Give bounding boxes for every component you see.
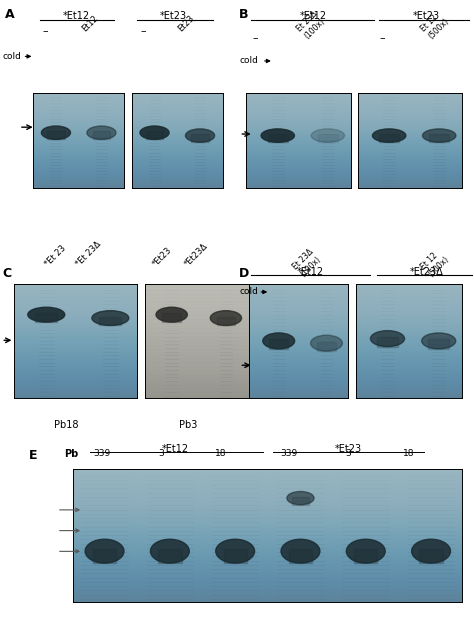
Bar [93,549,116,563]
Text: –: – [252,270,257,280]
Ellipse shape [156,307,187,322]
Bar [191,135,209,143]
Bar [158,549,182,563]
Ellipse shape [311,129,345,143]
Text: Pb: Pb [64,449,78,460]
Text: 3: 3 [158,449,164,458]
Text: Et12: Et12 [81,14,100,33]
Text: D: D [239,267,250,280]
Bar [224,549,247,563]
Text: 18: 18 [403,449,414,458]
Text: *Et12: *Et12 [62,10,90,21]
Text: C: C [3,267,12,280]
Bar [268,135,288,143]
Text: *Et12: *Et12 [297,267,324,277]
Text: 339: 339 [93,449,110,458]
Text: *Et23: *Et23 [151,246,174,268]
Text: Et23: Et23 [176,14,196,33]
Text: Pb18: Pb18 [54,420,79,430]
Text: –: – [380,33,385,43]
Ellipse shape [373,129,406,143]
Bar [377,337,398,347]
Ellipse shape [85,539,124,563]
Ellipse shape [92,310,129,326]
Text: B: B [239,9,249,22]
Ellipse shape [281,539,320,563]
Ellipse shape [411,539,450,563]
Text: *Et23: *Et23 [413,10,440,21]
Bar [429,135,449,143]
Ellipse shape [422,333,456,349]
Text: A: A [5,9,14,22]
Text: *Et23Δ: *Et23Δ [182,242,210,268]
Text: E: E [28,449,37,462]
Bar [217,317,235,326]
Ellipse shape [28,307,65,322]
Ellipse shape [422,129,456,143]
Text: *Et12: *Et12 [162,444,189,454]
Text: 339: 339 [281,449,298,458]
Text: –: – [252,33,257,43]
Text: *Et12: *Et12 [299,10,327,21]
Bar [93,131,110,139]
Bar [292,497,309,505]
Bar [269,339,288,349]
Ellipse shape [41,126,71,139]
Text: –: – [380,270,385,280]
Text: *Et 23Δ: *Et 23Δ [74,240,103,268]
Text: *Et23Δ: *Et23Δ [410,267,444,277]
Text: Et 12
(500x): Et 12 (500x) [419,247,451,279]
Text: Pb3: Pb3 [179,420,197,430]
Text: –: – [42,26,48,36]
Ellipse shape [216,539,255,563]
Ellipse shape [263,333,295,349]
Ellipse shape [150,539,189,563]
Bar [379,135,399,143]
Text: cold: cold [239,288,258,296]
Bar [146,131,163,139]
Ellipse shape [185,129,215,143]
Ellipse shape [261,129,294,143]
Ellipse shape [210,310,242,326]
Text: Et 23Δ
(100x): Et 23Δ (100x) [295,9,327,41]
Bar [419,549,443,563]
Text: *Et 23: *Et 23 [43,244,68,268]
Ellipse shape [87,126,116,139]
Bar [428,339,449,349]
Bar [289,549,312,563]
Text: *Et23: *Et23 [335,444,362,454]
Bar [354,549,377,563]
Text: *Et23: *Et23 [159,10,187,21]
Ellipse shape [370,331,405,347]
Bar [318,135,338,143]
Bar [47,131,64,139]
Text: 18: 18 [215,449,226,458]
Text: 3: 3 [346,449,351,458]
Ellipse shape [310,335,342,351]
Text: Et 12
(500x): Et 12 (500x) [419,9,451,41]
Bar [35,313,57,322]
Text: Et 23Δ
(100x): Et 23Δ (100x) [292,247,323,279]
Text: –: – [141,26,146,36]
Ellipse shape [287,492,314,505]
Bar [317,342,336,351]
Text: cold: cold [2,52,21,61]
Bar [99,317,121,326]
Ellipse shape [346,539,385,563]
Text: cold: cold [239,57,258,65]
Ellipse shape [140,126,169,139]
Bar [162,313,181,322]
